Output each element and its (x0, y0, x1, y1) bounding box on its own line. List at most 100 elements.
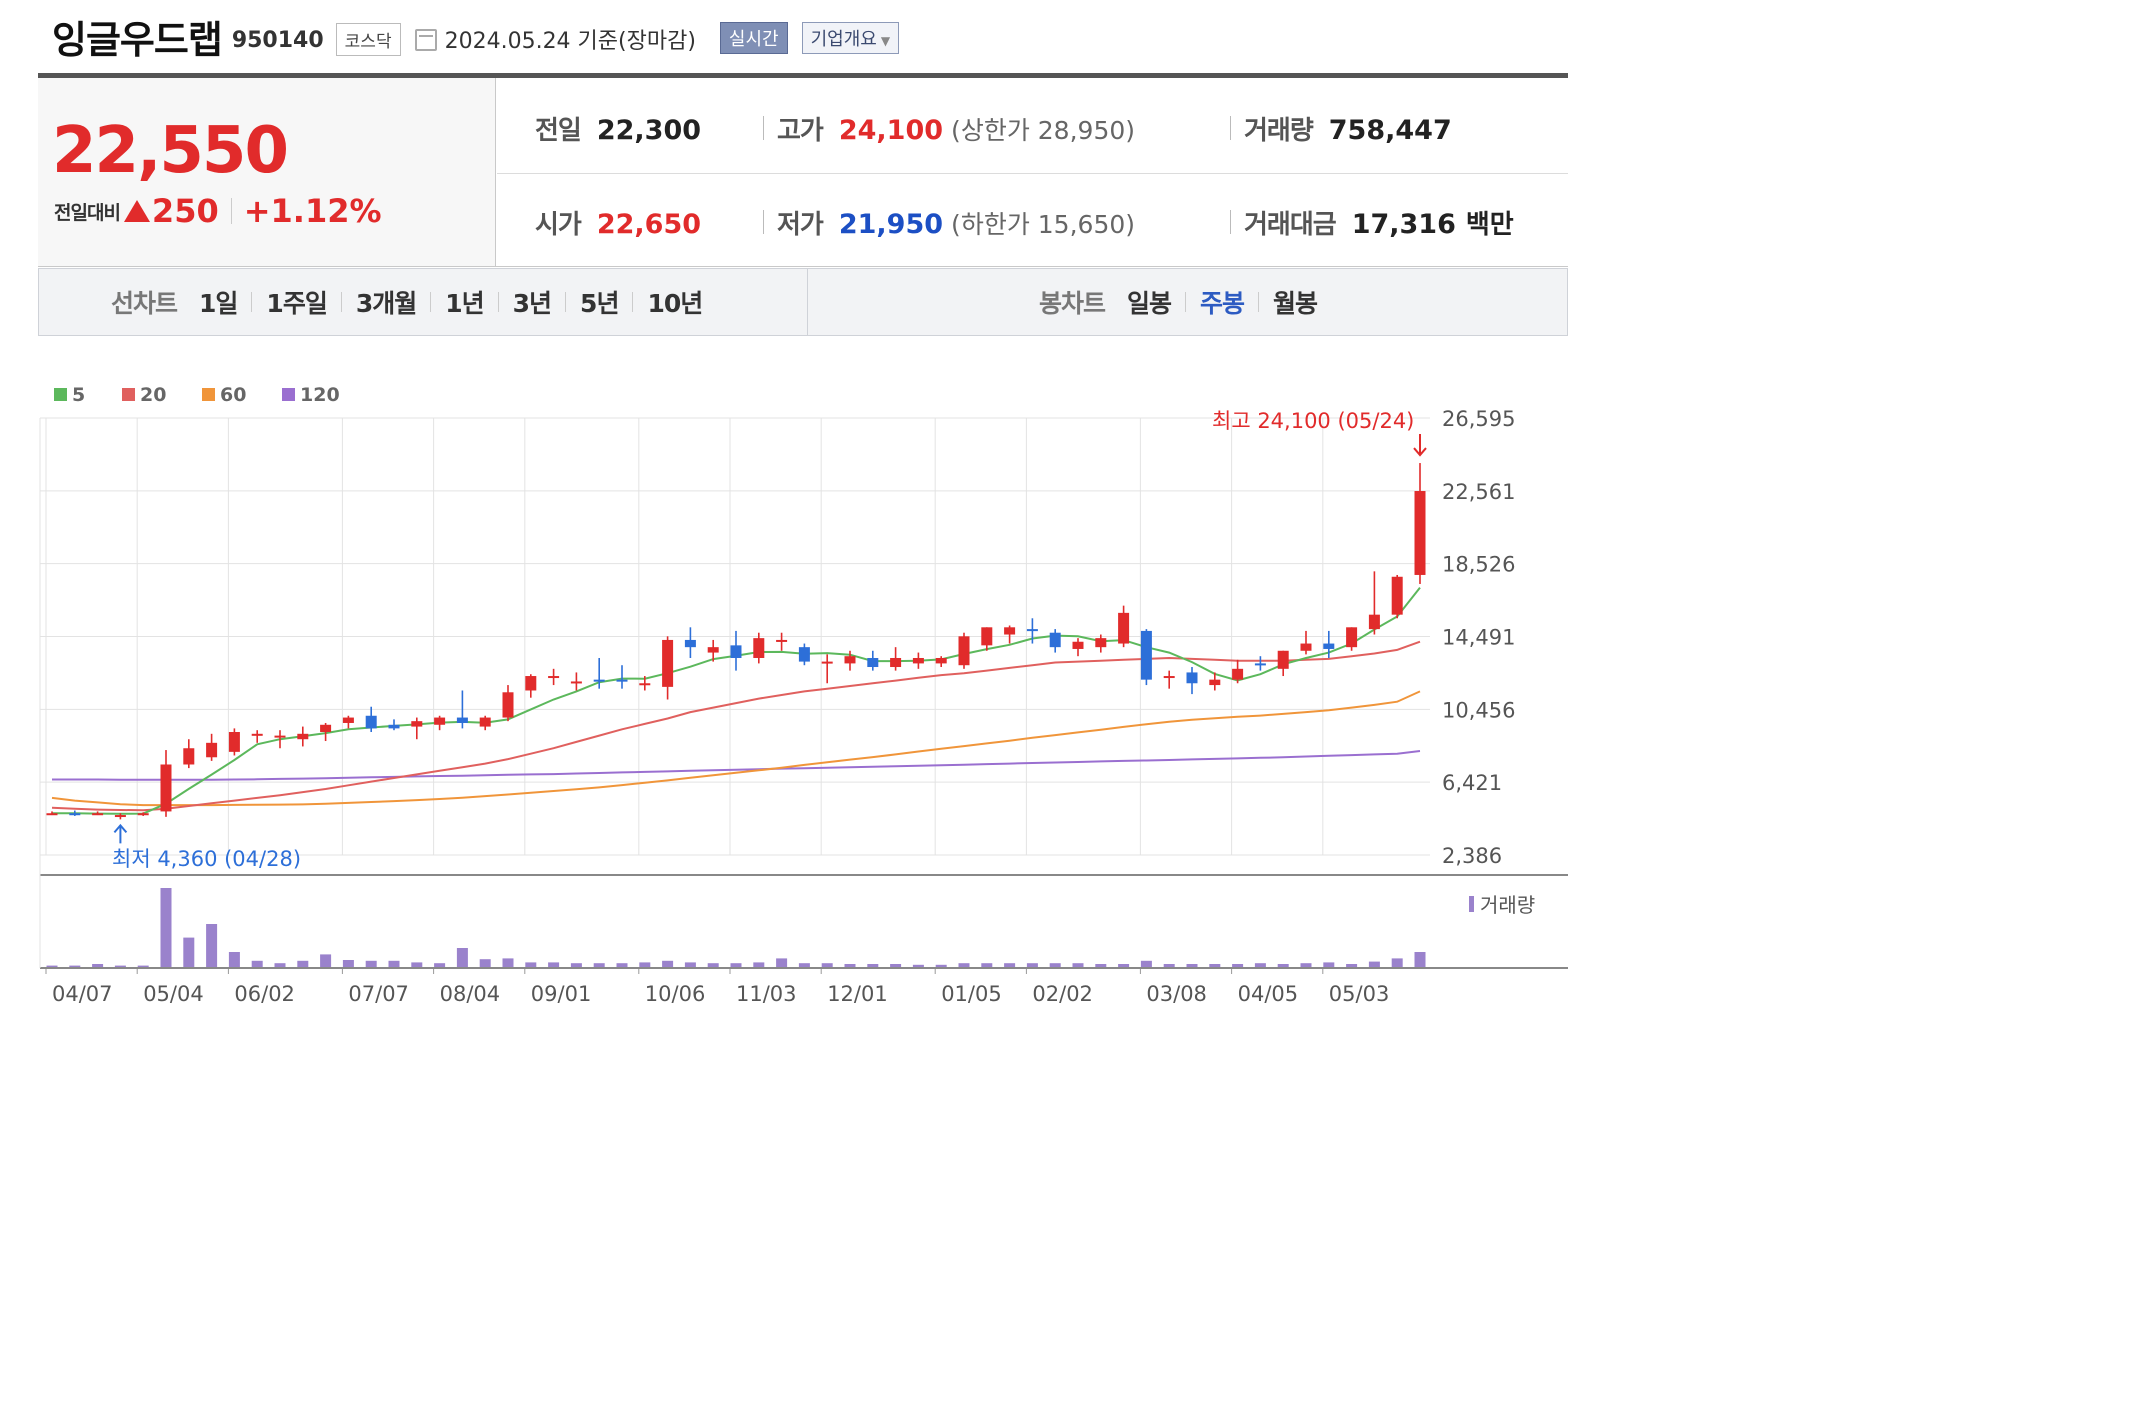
candle-body (1118, 612, 1130, 644)
min-arrow-head (113, 823, 128, 834)
corp-overview-button[interactable]: 기업개요 ▼ (801, 22, 900, 54)
y-tick-label: 2,386 (1442, 844, 1502, 868)
turnover-value: 17,316 (1351, 209, 1456, 240)
realtime-button[interactable]: 실시간 (719, 22, 788, 54)
volume-bar (1368, 961, 1380, 968)
legend-swatch (202, 388, 215, 401)
candle-body (1232, 668, 1244, 680)
volume-bar (593, 963, 605, 968)
volume-bar (548, 962, 560, 968)
volume-bar (1232, 964, 1244, 968)
candle-body (662, 639, 674, 687)
tab-10y[interactable]: 10년 (647, 289, 703, 318)
market-badge: 코스닥 (335, 22, 401, 56)
tab-separator (632, 292, 634, 312)
tab-3y[interactable]: 3년 (512, 289, 552, 318)
chevron-down-icon: ▼ (880, 34, 891, 48)
volume-bar (274, 963, 286, 968)
candle-body (935, 657, 947, 664)
volume-bar (821, 963, 833, 968)
x-tick-label: 08/04 (440, 982, 501, 1006)
volume-legend-label: 거래량 (1480, 893, 1535, 917)
chart-legend: 5 20 60 120 (54, 384, 340, 406)
upper-limit-label: 상한가 (960, 116, 1030, 145)
tab-3m[interactable]: 3개월 (355, 289, 417, 318)
candle-body (844, 656, 856, 664)
change-row: 전일대비 250 +1.12% (54, 192, 382, 230)
high-value: 24,100 (838, 115, 944, 146)
x-tick-label: 01/05 (941, 982, 1002, 1006)
candle-body (1186, 672, 1198, 684)
candle-body (593, 679, 605, 682)
candle-body (525, 676, 537, 691)
volume-bar (1140, 960, 1152, 968)
tab-1w[interactable]: 1주일 (266, 289, 327, 318)
volume-bar (890, 964, 902, 968)
volume-bar (1004, 963, 1016, 968)
candle-body (639, 683, 651, 686)
x-tick-label: 04/07 (52, 982, 113, 1006)
tab-1d[interactable]: 1일 (199, 289, 238, 318)
x-tick-label: 06/02 (234, 982, 295, 1006)
candle-body (274, 735, 286, 738)
x-tick-label: 04/05 (1238, 982, 1299, 1006)
volume-bar (570, 963, 582, 968)
tab-separator (565, 292, 567, 312)
candle-body (753, 638, 765, 658)
tab-weekly[interactable]: 주봉 (1200, 289, 1245, 318)
legend-label: 5 (72, 384, 85, 406)
chart-axes: 26,595 22,561 18,526 14,491 10,456 6,421 2,386… (39, 407, 1568, 1006)
turnover-unit: 백만 (1465, 210, 1514, 240)
volume-bar (411, 962, 423, 968)
candle-body (1004, 627, 1016, 635)
calendar-icon (414, 29, 437, 51)
tab-separator (1185, 292, 1187, 312)
y-tick-label: 18,526 (1442, 553, 1515, 577)
tab-5y[interactable]: 5년 (580, 289, 619, 318)
candle-body (1346, 627, 1358, 648)
ma-line-ma20 (51, 640, 1421, 812)
volume-bar (206, 924, 218, 968)
candle-body (912, 657, 924, 664)
quote-separator (1230, 210, 1231, 234)
volume-bar (114, 965, 126, 968)
volume-bar (958, 963, 970, 968)
volume-bar (798, 963, 810, 968)
candle-body (1391, 576, 1403, 615)
tab-1y[interactable]: 1년 (445, 289, 484, 318)
tab-daily[interactable]: 일봉 (1127, 289, 1172, 318)
tab-separator (497, 292, 499, 312)
volume-bar (46, 965, 58, 968)
lower-limit-label: 하한가 (960, 210, 1030, 239)
volume-bar (1391, 958, 1403, 968)
candle-chart-title: 봉차트 (1039, 289, 1106, 318)
volume-bar (456, 948, 468, 968)
price-chart[interactable]: 5 20 60 120 거래량 26,595 22,561 18,526 14,491 10,… (0, 370, 1568, 1020)
change-separator (230, 198, 232, 224)
x-tick-label: 12/01 (827, 982, 888, 1006)
corp-overview-label: 기업개요 (810, 29, 877, 50)
tab-monthly[interactable]: 월봉 (1273, 289, 1318, 318)
volume-bar (1346, 964, 1358, 968)
stock-page: 잉글우드랩 950140 코스닥 2024.05.24 기준(장마감) 실시간 … (0, 18, 1568, 1020)
candle-body (1095, 638, 1107, 648)
upper-limit: (상한가 28,950) (951, 116, 1136, 145)
x-tick-label: 05/04 (143, 982, 204, 1006)
volume-bar (616, 963, 628, 968)
turnover-label: 거래대금 (1244, 210, 1337, 240)
volume-bar (297, 960, 309, 968)
y-tick-label: 26,595 (1442, 407, 1515, 431)
prev-close: 전일 22,300 (535, 110, 701, 147)
min-annotation: 최저 4,360 (04/28) (112, 847, 301, 871)
current-price: 22,550 (52, 114, 289, 188)
candle-body (1163, 676, 1175, 679)
volume-bar (502, 958, 514, 968)
candle-body (1300, 643, 1312, 651)
change-amount: 250 (151, 192, 219, 230)
volume-bar (479, 959, 491, 968)
volume-bar (935, 964, 947, 968)
candle-body (502, 692, 514, 718)
candle-body (411, 721, 423, 727)
volume-bar (137, 965, 149, 968)
candle-chart-tabs: 봉차트 일봉 주봉 월봉 (1039, 269, 1318, 335)
